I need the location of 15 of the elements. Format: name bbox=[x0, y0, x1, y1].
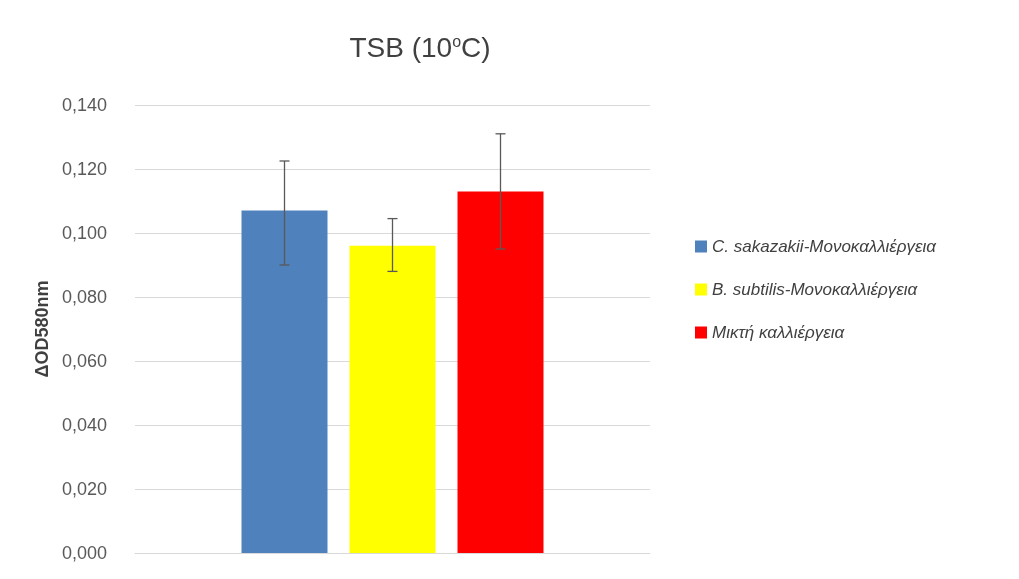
bar bbox=[457, 191, 544, 553]
y-tick-label: 0,080 bbox=[61, 287, 107, 307]
y-tick-label: 0,120 bbox=[61, 159, 107, 179]
y-tick-label: 0,000 bbox=[61, 543, 107, 563]
legend-label: C. sakazakii-Μονοκαλλιέργεια bbox=[712, 237, 938, 256]
y-tick-label: 0,060 bbox=[61, 351, 107, 371]
y-tick-label: 0,020 bbox=[61, 479, 107, 499]
y-tick-label: 0,100 bbox=[61, 223, 107, 243]
y-axis-title: ΔOD580nm bbox=[32, 280, 53, 378]
y-tick-label: 0,040 bbox=[61, 415, 107, 435]
bar bbox=[241, 210, 328, 553]
y-tick-label: 0,140 bbox=[61, 95, 107, 115]
legend-label: B. subtilis-Μονοκαλλιέργεια bbox=[712, 280, 919, 299]
bar bbox=[349, 245, 436, 553]
legend-label: Μικτή καλλιέργεια bbox=[712, 323, 846, 342]
